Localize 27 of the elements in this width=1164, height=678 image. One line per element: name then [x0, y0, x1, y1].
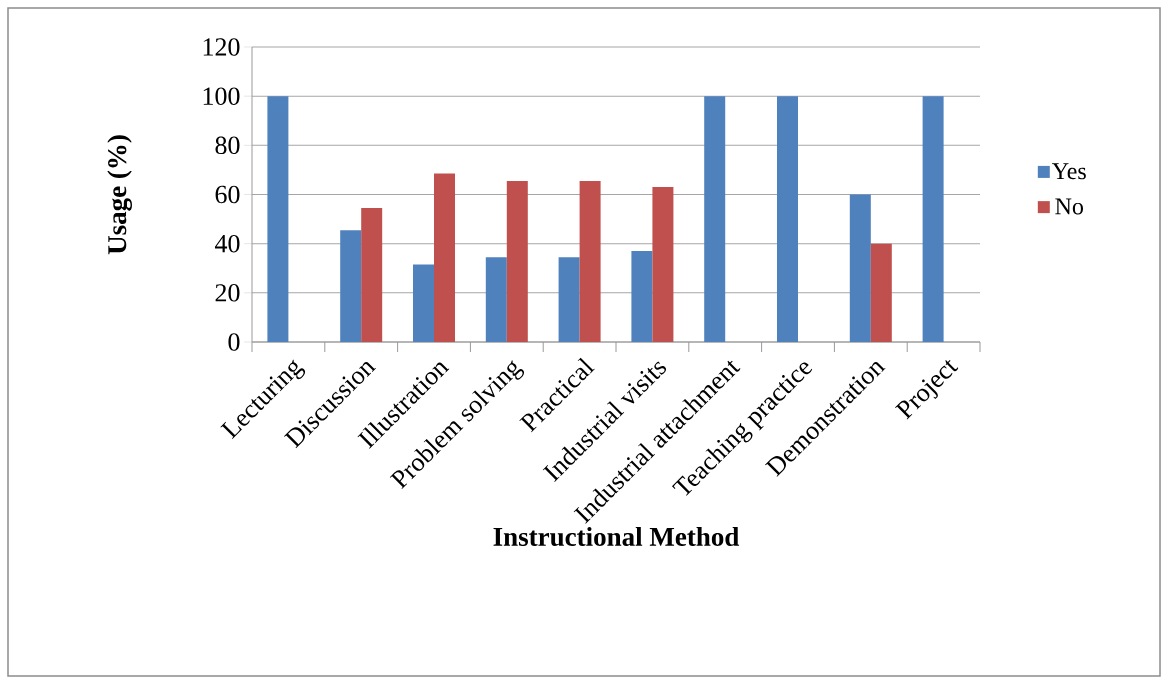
- y-axis-title: Usage (%): [107, 135, 132, 255]
- bar: [413, 264, 435, 342]
- bar: [704, 96, 726, 342]
- y-tick-label: 60: [215, 185, 240, 204]
- bar: [922, 96, 944, 342]
- bar: [870, 243, 892, 342]
- bar: [340, 230, 362, 342]
- y-tick-label: 20: [215, 284, 240, 302]
- bar: [267, 96, 289, 342]
- bar: [558, 257, 580, 342]
- bar: [361, 208, 383, 342]
- bar: [652, 187, 674, 342]
- bar: [579, 180, 601, 342]
- x-axis-title: Instructional Method: [493, 526, 740, 547]
- bar: [777, 96, 798, 342]
- bar: [849, 194, 871, 342]
- legend-label: No: [1055, 198, 1084, 215]
- y-tick-label: 80: [215, 136, 240, 155]
- bar: [631, 251, 653, 342]
- y-tick-label: 100: [203, 87, 240, 105]
- y-tick-label: 40: [214, 234, 240, 253]
- legend-label: Yes: [1052, 163, 1086, 180]
- bar: [506, 180, 528, 342]
- bar: [434, 173, 456, 342]
- y-tick-label: 120: [203, 38, 240, 56]
- y-tick-label: 0: [228, 333, 240, 351]
- bar: [485, 257, 507, 342]
